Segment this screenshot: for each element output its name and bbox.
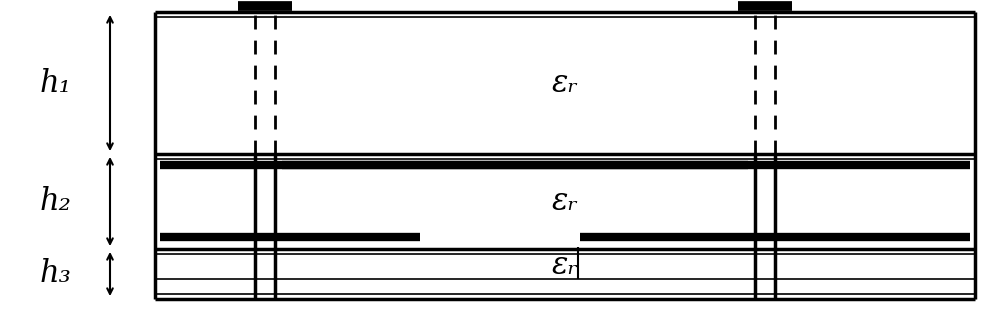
Text: εᵣ: εᵣ — [552, 186, 578, 217]
Text: εᵣ: εᵣ — [552, 67, 578, 99]
Text: εᵣ: εᵣ — [552, 249, 578, 281]
Text: h₃: h₃ — [39, 259, 71, 290]
Text: h₁: h₁ — [39, 67, 71, 99]
Text: h₂: h₂ — [39, 186, 71, 217]
